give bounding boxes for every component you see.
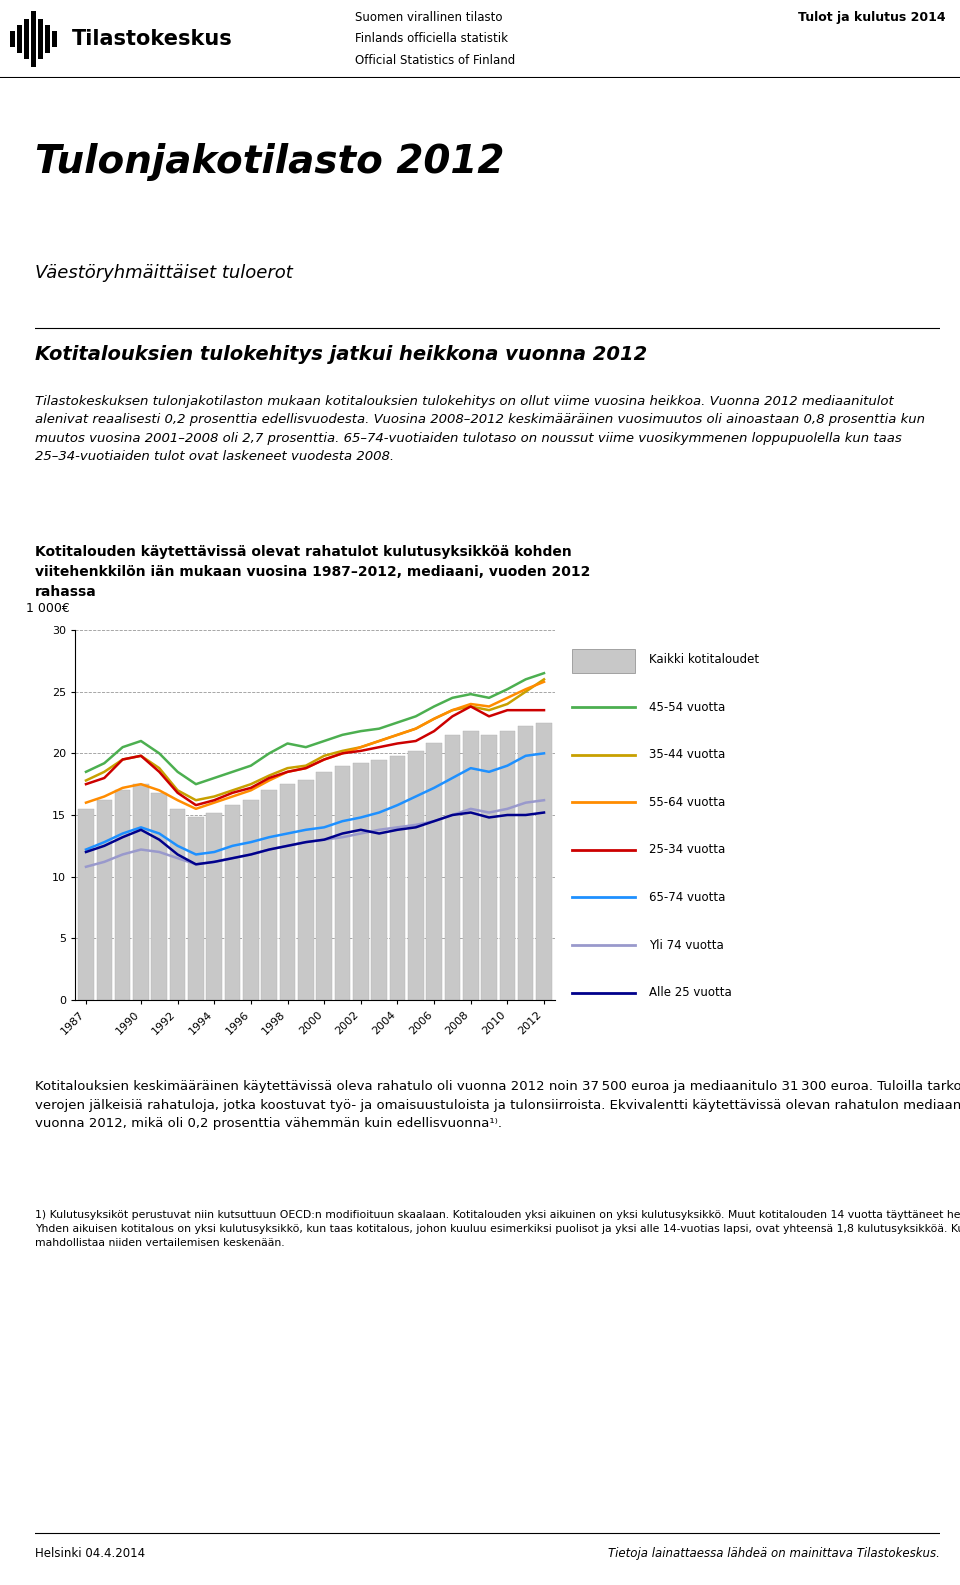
- Text: Tietoja lainattaessa lähdeä on mainittava Tilastokeskus.: Tietoja lainattaessa lähdeä on mainittav…: [608, 1547, 940, 1560]
- Bar: [353, 764, 369, 1000]
- Text: Kaikki kotitaloudet: Kaikki kotitaloudet: [649, 653, 759, 666]
- Bar: [298, 780, 314, 1000]
- Bar: [170, 808, 185, 1000]
- Bar: [372, 759, 387, 1000]
- Bar: [408, 751, 423, 1000]
- Text: Tulot ja kulutus 2014: Tulot ja kulutus 2014: [798, 11, 946, 24]
- Text: Helsinki 04.4.2014: Helsinki 04.4.2014: [35, 1547, 145, 1560]
- Bar: [225, 805, 240, 1000]
- Text: Finlands officiella statistik: Finlands officiella statistik: [355, 33, 508, 46]
- Bar: [16, 25, 22, 52]
- Bar: [52, 32, 57, 48]
- Bar: [481, 735, 497, 1000]
- Bar: [133, 785, 149, 1000]
- Bar: [206, 813, 222, 1000]
- Text: Kotitalouksien keskimääräinen käytettävissä oleva rahatulo oli vuonna 2012 noin : Kotitalouksien keskimääräinen käytettävi…: [35, 1079, 960, 1130]
- Text: Alle 25 vuotta: Alle 25 vuotta: [649, 986, 732, 999]
- Bar: [261, 791, 277, 1000]
- Bar: [335, 766, 350, 1000]
- Text: 25-34 vuotta: 25-34 vuotta: [649, 843, 725, 856]
- Bar: [426, 743, 442, 1000]
- Bar: [115, 791, 131, 1000]
- Bar: [572, 648, 635, 672]
- Bar: [188, 818, 204, 1000]
- Text: Kotitalouksien tulokehitys jatkui heikkona vuonna 2012: Kotitalouksien tulokehitys jatkui heikko…: [35, 346, 647, 365]
- Bar: [243, 800, 258, 1000]
- Text: Yli 74 vuotta: Yli 74 vuotta: [649, 938, 724, 951]
- Bar: [31, 11, 36, 67]
- Text: Väestöryhmäittäiset tuloerot: Väestöryhmäittäiset tuloerot: [35, 265, 293, 282]
- Text: Tilastokeskus: Tilastokeskus: [72, 29, 232, 49]
- Text: 45-54 vuotta: 45-54 vuotta: [649, 701, 725, 713]
- Text: Suomen virallinen tilasto: Suomen virallinen tilasto: [355, 11, 503, 24]
- Text: Tulonjakotilasto 2012: Tulonjakotilasto 2012: [35, 143, 504, 181]
- Bar: [317, 772, 332, 1000]
- Bar: [390, 756, 405, 1000]
- Bar: [499, 731, 516, 1000]
- Text: 55-64 vuotta: 55-64 vuotta: [649, 796, 725, 808]
- Bar: [463, 731, 478, 1000]
- Bar: [279, 785, 296, 1000]
- Bar: [517, 726, 534, 1000]
- Bar: [152, 792, 167, 1000]
- Bar: [78, 808, 94, 1000]
- Bar: [44, 25, 50, 52]
- Bar: [97, 800, 112, 1000]
- Bar: [24, 19, 29, 59]
- Text: Kotitalouden käytettävissä olevat rahatulot kulutusyksikköä kohden
viitehenkkilö: Kotitalouden käytettävissä olevat rahatu…: [35, 545, 590, 599]
- Text: 1 000€: 1 000€: [27, 602, 70, 615]
- Text: Official Statistics of Finland: Official Statistics of Finland: [355, 54, 516, 67]
- Bar: [444, 735, 460, 1000]
- Text: 1) Kulutusyksiköt perustuvat niin kutsuttuun OECD:n modifioituun skaalaan. Kotit: 1) Kulutusyksiköt perustuvat niin kutsut…: [35, 1209, 960, 1247]
- Bar: [537, 723, 552, 1000]
- Text: 65-74 vuotta: 65-74 vuotta: [649, 891, 726, 903]
- Bar: [37, 19, 42, 59]
- Bar: [10, 32, 14, 48]
- Text: 35-44 vuotta: 35-44 vuotta: [649, 748, 725, 761]
- Text: Tilastokeskuksen tulonjakotilaston mukaan kotitalouksien tulokehitys on ollut vi: Tilastokeskuksen tulonjakotilaston mukaa…: [35, 395, 925, 463]
